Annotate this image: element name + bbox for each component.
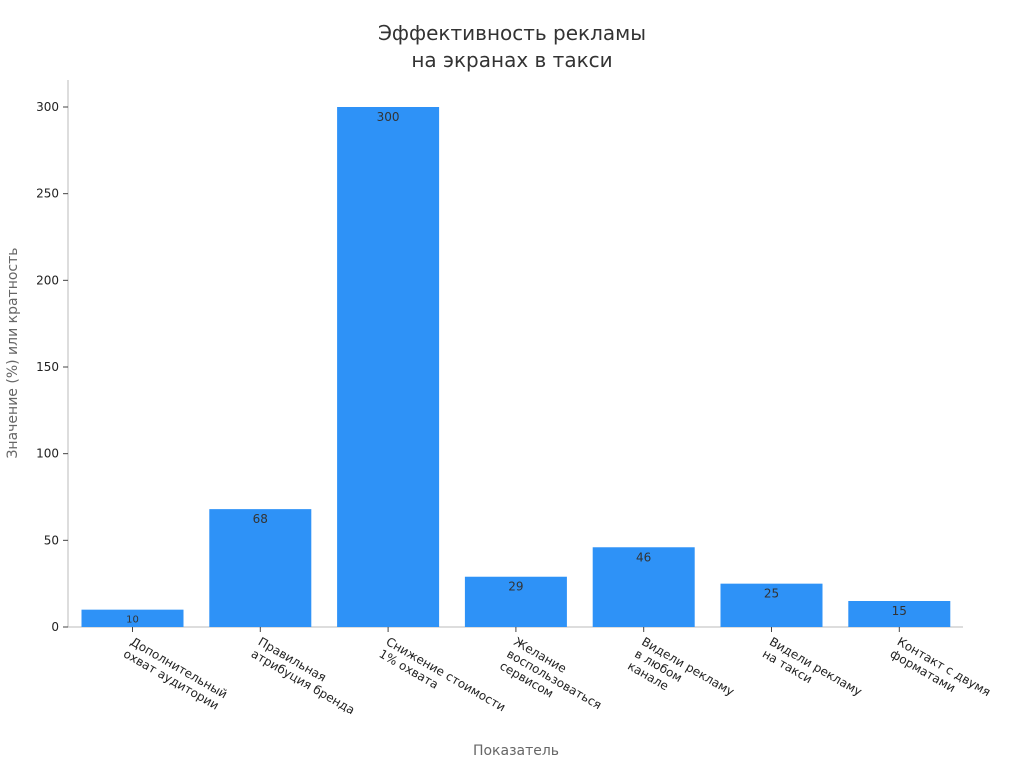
x-axis-label: Показатель	[473, 743, 559, 759]
bar	[848, 601, 951, 627]
y-tick-label: 250	[36, 187, 59, 201]
bar	[337, 107, 440, 627]
y-tick-label: 300	[36, 100, 59, 114]
bar-data-label: 46	[636, 550, 651, 564]
bar	[81, 609, 184, 627]
bar	[720, 583, 823, 627]
y-tick-label: 150	[36, 360, 59, 374]
y-tick-label: 200	[36, 273, 59, 287]
bar-data-label: 25	[764, 587, 779, 601]
y-tick-label: 0	[51, 620, 59, 634]
bar-data-label: 29	[508, 580, 523, 594]
bars	[81, 107, 951, 627]
y-tick-label: 100	[36, 447, 59, 461]
x-tick-label-line: Снижение стоимости	[384, 634, 508, 714]
bar	[464, 576, 567, 627]
data-labels: 10 68 300 29 46 25 15	[126, 110, 907, 626]
y-tick-label: 50	[44, 533, 59, 547]
chart-title-line: на экранах в такси	[411, 48, 612, 72]
chart-title-line: Эффективность рекламы	[378, 21, 646, 45]
y-axis: 0 50 100 150 200 250 300	[36, 80, 69, 634]
bar-data-label: 300	[377, 110, 400, 124]
bar	[592, 547, 695, 627]
y-axis-label: Значение (%) или кратность	[5, 247, 21, 458]
bar-data-label: 15	[892, 604, 907, 618]
bar	[209, 509, 312, 627]
bar-data-label: 10	[126, 615, 139, 626]
bar-data-label: 68	[253, 512, 268, 526]
chart-title: Эффективность рекламы на экранах в такси	[378, 21, 646, 72]
